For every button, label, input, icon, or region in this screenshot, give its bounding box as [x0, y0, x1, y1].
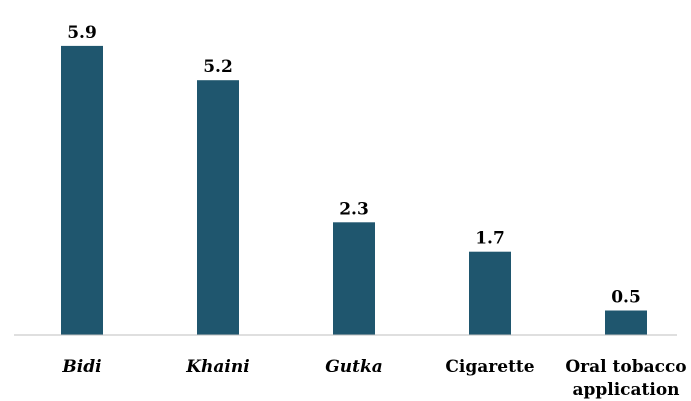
value-label-5: 0.5 — [611, 288, 641, 308]
value-label-1: 5.9 — [67, 23, 97, 43]
category-label-2: Khaini — [185, 357, 249, 377]
category-label-4: Cigarette — [445, 357, 534, 377]
value-label-4: 1.7 — [475, 229, 505, 249]
bars-layer — [61, 45, 647, 336]
bar-3 — [333, 222, 375, 335]
value-label-3: 2.3 — [339, 199, 369, 219]
bar-5 — [605, 310, 647, 335]
category-label-3: Gutka — [325, 357, 383, 377]
category-label-1: Bidi — [61, 357, 101, 377]
bar-4 — [469, 251, 511, 335]
bar-1 — [61, 45, 103, 336]
value-labels-layer: 5.9 5.2 2.3 1.7 0.5 — [67, 23, 641, 308]
category-label-5-line-2: application — [572, 380, 679, 400]
bar-2 — [197, 80, 239, 335]
category-labels-layer: Bidi Khaini Gutka Cigarette Oral tobacco appl… — [61, 357, 686, 400]
category-label-5-line-1: Oral tobacco — [565, 357, 686, 377]
value-label-2: 5.2 — [203, 57, 233, 77]
